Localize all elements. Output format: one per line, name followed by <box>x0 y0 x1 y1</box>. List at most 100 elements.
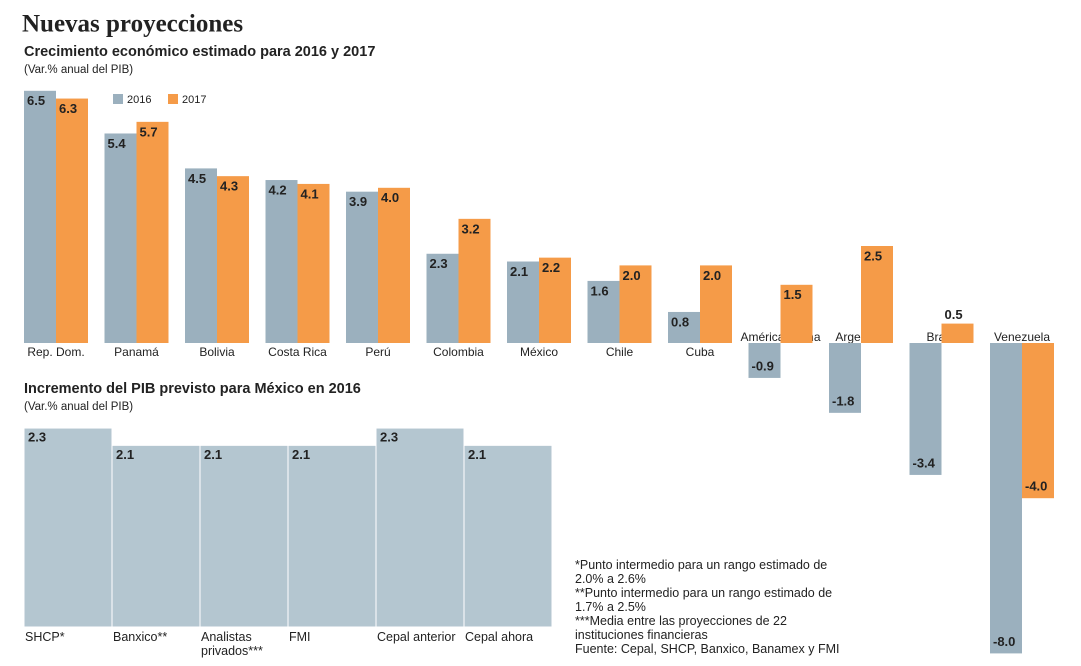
x-tick-label: Analistas privados*** <box>201 630 263 658</box>
value-label: 2.1 <box>204 447 222 462</box>
value-label: 6.3 <box>59 101 77 116</box>
value-label: 1.6 <box>591 283 609 298</box>
value-label: 2.2 <box>542 260 560 275</box>
value-label: 4.5 <box>188 171 206 186</box>
bar <box>909 343 942 475</box>
value-label: 3.2 <box>462 221 480 236</box>
value-label: 2.3 <box>28 429 46 444</box>
value-label: 2.3 <box>430 256 448 271</box>
bar <box>265 180 298 343</box>
bar <box>861 246 893 343</box>
value-label: 6.5 <box>27 93 45 108</box>
bar <box>375 427 465 628</box>
x-tick-label: Bolivia <box>199 345 235 359</box>
bar <box>111 444 201 628</box>
chart-subtitle: (Var.% anual del PIB) <box>24 401 133 413</box>
value-label: 2.1 <box>292 447 310 462</box>
note: ***Media entre las proyecciones de 22 in… <box>575 614 787 642</box>
bar <box>829 343 861 413</box>
bar <box>990 343 1022 654</box>
value-label: -3.4 <box>913 455 936 470</box>
bar <box>136 121 169 343</box>
bar <box>297 183 330 343</box>
value-label: -4.0 <box>1025 479 1047 494</box>
bar <box>217 176 249 343</box>
x-tick-label: Venezuela <box>994 330 1050 344</box>
value-label: 2.1 <box>468 447 486 462</box>
x-tick-label: Panamá <box>114 345 159 359</box>
value-label: 4.0 <box>381 190 399 205</box>
x-tick-label-text: FMI <box>289 630 311 644</box>
bar <box>378 187 410 343</box>
x-tick-label-text: Analistas privados*** <box>201 630 263 658</box>
x-tick-label: Chile <box>606 345 634 359</box>
chart-subtitle: (Var.% anual del PIB) <box>24 64 133 76</box>
value-label: 2.3 <box>380 429 398 444</box>
value-label: 2.5 <box>864 248 882 263</box>
x-tick-label: Costa Rica <box>268 345 327 359</box>
page-title: Nuevas proyecciones <box>22 11 243 38</box>
value-label: -1.8 <box>832 393 854 408</box>
value-label: 2.0 <box>703 268 721 283</box>
legend-swatch <box>113 94 123 104</box>
bar <box>24 90 56 343</box>
bar <box>587 280 620 343</box>
bar <box>104 133 137 343</box>
x-tick-label: México <box>520 345 558 359</box>
value-label: -0.9 <box>752 358 774 373</box>
note: *Punto intermedio para un rango estimado… <box>575 558 828 586</box>
bar <box>426 253 459 343</box>
value-label: 4.2 <box>269 182 287 197</box>
bar <box>199 444 289 628</box>
legend-label: 2017 <box>182 94 206 106</box>
bar <box>23 427 113 628</box>
value-label: 5.4 <box>108 136 127 151</box>
value-label: 0.5 <box>945 307 963 322</box>
x-tick-label: Colombia <box>433 345 484 359</box>
value-label: 2.1 <box>116 447 134 462</box>
bar <box>941 323 974 343</box>
notes: *Punto intermedio para un rango estimado… <box>575 558 850 656</box>
x-tick-label: Cepal anterior <box>377 630 456 644</box>
legend-label: 2016 <box>127 94 151 106</box>
bar <box>185 168 217 343</box>
x-tick-label: Perú <box>365 345 390 359</box>
legend-swatch <box>168 94 178 104</box>
note: **Punto intermedio para un rango estimad… <box>575 586 833 614</box>
chart-title: Crecimiento económico estimado para 2016… <box>24 44 375 60</box>
bar <box>619 265 652 343</box>
x-tick-label-text: SHCP* <box>25 630 65 644</box>
value-label: 4.3 <box>220 179 238 194</box>
value-label: 5.7 <box>140 124 158 139</box>
bar <box>539 257 571 343</box>
value-label: -8.0 <box>993 634 1015 649</box>
bar <box>668 311 700 343</box>
x-tick-label: Rep. Dom. <box>27 345 84 359</box>
x-tick-label: Cuba <box>686 345 715 359</box>
x-tick-label-text: Cepal ahora <box>465 630 534 644</box>
chart-title: Incremento del PIB previsto para México … <box>24 381 361 397</box>
value-label: 1.5 <box>784 287 802 302</box>
x-tick-label-text: Cepal anterior <box>377 630 456 644</box>
value-label: 4.1 <box>301 186 319 201</box>
bar <box>1022 343 1054 499</box>
note: Fuente: Cepal, SHCP, Banxico, Banamex y … <box>575 642 840 656</box>
x-tick-label: SHCP* <box>25 630 65 644</box>
bar <box>507 261 539 343</box>
value-label: 3.9 <box>349 194 367 209</box>
value-label: 2.0 <box>623 268 641 283</box>
x-tick-label: Cepal ahora <box>465 630 534 644</box>
x-tick-label: Banxico** <box>113 630 167 644</box>
bar <box>346 191 378 343</box>
value-label: 2.1 <box>510 264 528 279</box>
bar <box>748 343 781 378</box>
bar <box>780 284 813 343</box>
bar <box>463 444 553 628</box>
x-tick-label: FMI <box>289 630 311 644</box>
bar <box>287 444 377 628</box>
value-label: 0.8 <box>671 314 689 329</box>
bar <box>56 98 88 343</box>
bar <box>700 265 732 343</box>
